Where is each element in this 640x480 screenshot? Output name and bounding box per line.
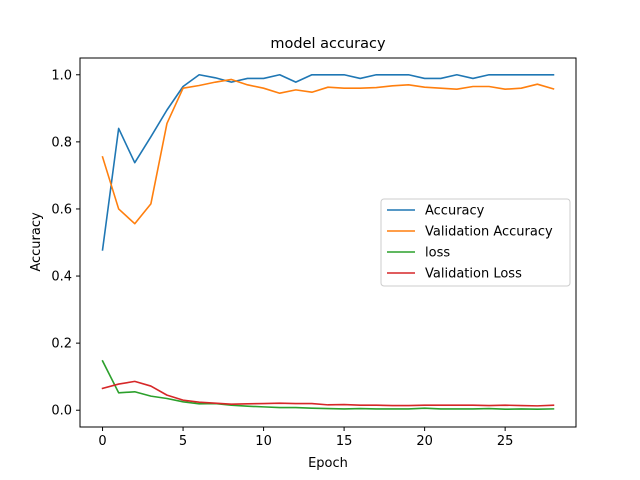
x-axis-label: Epoch <box>308 456 348 471</box>
x-tick-label: 20 <box>416 434 433 449</box>
y-tick-label: 0.0 <box>51 404 72 419</box>
x-ticks: 0 5 10 15 20 25 <box>98 427 513 449</box>
y-tick-label: 0.4 <box>51 270 72 285</box>
x-tick-label: 0 <box>98 434 106 449</box>
y-axis-label: Accuracy <box>29 212 44 272</box>
legend-label-accuracy: Accuracy <box>425 204 485 219</box>
y-tick-label: 0.6 <box>51 202 72 217</box>
x-tick-label: 15 <box>336 434 353 449</box>
x-tick-label: 10 <box>255 434 272 449</box>
y-tick-label: 1.0 <box>51 68 72 83</box>
y-ticks: 0.0 0.2 0.4 0.6 0.8 1.0 <box>51 68 80 419</box>
plot-frame <box>79 57 577 428</box>
y-tick-label: 0.2 <box>51 337 72 352</box>
y-tick-label: 0.8 <box>51 135 72 150</box>
x-tick-label: 25 <box>497 434 514 449</box>
chart-title: model accuracy <box>270 36 386 52</box>
legend-label-validation-loss: Validation Loss <box>425 267 522 282</box>
legend: Accuracy Validation Accuracy loss Validatio… <box>380 198 571 287</box>
legend-box <box>380 198 571 287</box>
legend-label-validation-accuracy: Validation Accuracy <box>425 225 553 240</box>
legend-label-loss: loss <box>425 246 450 261</box>
series-line-loss <box>101 359 555 411</box>
series-line-validation-accuracy <box>101 78 555 225</box>
series-line-validation-loss <box>101 380 555 407</box>
x-tick-label: 5 <box>179 434 187 449</box>
plot-lines <box>101 73 555 411</box>
series-line-accuracy <box>101 73 555 251</box>
